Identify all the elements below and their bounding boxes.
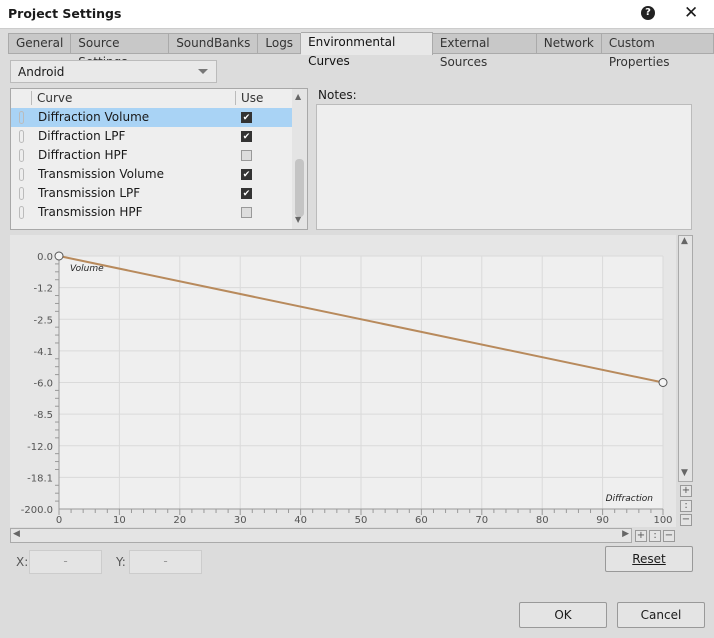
curve-name: Transmission Volume <box>38 167 164 181</box>
notes-textarea[interactable] <box>316 104 692 230</box>
zoom-fit-y-button[interactable]: : <box>680 500 692 512</box>
drag-handle-icon[interactable] <box>19 111 24 124</box>
x-tick-label: 0 <box>56 515 62 526</box>
x-tick-label: 90 <box>596 515 609 526</box>
tab-soundbanks[interactable]: SoundBanks <box>169 33 259 54</box>
use-checkbox[interactable]: ✔ <box>241 131 252 142</box>
drag-handle-icon[interactable] <box>19 187 24 200</box>
curve-name: Diffraction HPF <box>38 148 128 162</box>
x-label: X: <box>16 555 29 569</box>
platform-value: Android <box>18 65 65 79</box>
tab-custom-properties[interactable]: Custom Properties <box>601 33 714 69</box>
zoom-out-x-button[interactable]: − <box>663 530 675 542</box>
curve-name: Diffraction LPF <box>38 129 126 143</box>
zoom-out-y-button[interactable]: − <box>680 514 692 526</box>
y-tick-label: 0.0 <box>37 252 53 263</box>
curve-row[interactable]: Diffraction LPF ✔ <box>11 127 293 146</box>
x-tick-label: 20 <box>173 515 186 526</box>
y-tick-label: -200.0 <box>21 505 53 516</box>
zoom-in-x-button[interactable]: + <box>635 530 647 542</box>
x-tick-label: 70 <box>475 515 488 526</box>
zoom-in-y-button[interactable]: + <box>680 485 692 497</box>
curve-row[interactable]: Transmission LPF ✔ <box>11 184 293 203</box>
drag-handle-icon[interactable] <box>19 206 24 219</box>
drag-handle-icon[interactable] <box>19 168 24 181</box>
chart-horizontal-scrollbar[interactable]: ◀ ▶ <box>10 528 632 543</box>
y-field[interactable]: - <box>129 550 202 574</box>
curve-point[interactable] <box>658 378 668 387</box>
x-tick-label: 100 <box>653 515 672 526</box>
column-header-curve[interactable]: Curve <box>37 91 73 105</box>
list-scrollbar[interactable]: ▲ ▼ <box>292 89 307 229</box>
curve-name: Transmission LPF <box>38 186 141 200</box>
curve-name: Diffraction Volume <box>38 110 150 124</box>
curve-row[interactable]: Transmission HPF <box>11 203 293 222</box>
tab-network[interactable]: Network <box>536 33 602 54</box>
column-header-use[interactable]: Use <box>241 91 264 105</box>
x-tick-label: 10 <box>113 515 126 526</box>
use-checkbox[interactable] <box>241 207 252 218</box>
y-tick-label: -12.0 <box>27 442 53 453</box>
tab-source-settings[interactable]: Source Settings <box>71 33 170 69</box>
curve-point[interactable] <box>54 251 64 261</box>
use-checkbox[interactable]: ✔ <box>241 188 252 199</box>
y-axis-label: Volume <box>70 264 104 274</box>
ok-button[interactable]: OK <box>519 602 607 628</box>
drag-handle-icon[interactable] <box>19 149 24 162</box>
curve-row[interactable]: Transmission Volume ✔ <box>11 165 293 184</box>
x-tick-label: 40 <box>294 515 307 526</box>
y-label: Y: <box>116 555 126 569</box>
x-tick-label: 50 <box>355 515 368 526</box>
use-checkbox[interactable]: ✔ <box>241 112 252 123</box>
x-tick-label: 60 <box>415 515 428 526</box>
drag-handle-icon[interactable] <box>19 130 24 143</box>
use-checkbox[interactable] <box>241 150 252 161</box>
curve-row[interactable]: Diffraction HPF <box>11 146 293 165</box>
reset-label: Reset <box>632 552 666 566</box>
tab-external-sources[interactable]: External Sources <box>432 33 537 69</box>
zoom-fit-x-button[interactable]: : <box>649 530 661 542</box>
tab-general[interactable]: General <box>8 33 72 54</box>
curve-chart[interactable]: 0 10 20 30 40 50 60 70 80 90 100 0.0 -1.2 -2.5 -4.1 -6.… <box>10 235 676 527</box>
y-tick-label: -18.1 <box>27 473 53 484</box>
chart-vertical-scrollbar[interactable]: ▲ ▼ <box>678 235 693 482</box>
curve-row[interactable]: Diffraction Volume ✔ <box>11 108 293 127</box>
platform-dropdown[interactable]: Android <box>10 60 217 83</box>
chevron-down-icon <box>198 69 208 74</box>
y-tick-label: -6.0 <box>33 379 53 390</box>
y-tick-label: -1.2 <box>33 284 53 295</box>
close-icon[interactable]: ✕ <box>684 3 699 23</box>
window-title: Project Settings <box>8 6 122 21</box>
scroll-thumb[interactable] <box>295 159 304 217</box>
help-icon[interactable]: ? <box>641 6 655 20</box>
x-field[interactable]: - <box>29 550 102 574</box>
tab-environmental-curves[interactable]: Environmental Curves <box>301 32 433 68</box>
curve-name: Transmission HPF <box>38 205 143 219</box>
x-tick-label: 80 <box>536 515 549 526</box>
y-tick-label: -2.5 <box>33 315 53 326</box>
y-tick-label: -4.1 <box>33 347 53 358</box>
curve-line <box>58 255 664 384</box>
x-axis-label: Diffraction <box>606 494 654 504</box>
cancel-button[interactable]: Cancel <box>617 602 705 628</box>
tab-logs[interactable]: Logs <box>258 33 302 54</box>
y-tick-label: -8.5 <box>33 410 53 421</box>
reset-button[interactable]: Reset <box>605 546 693 572</box>
x-tick-label: 30 <box>234 515 247 526</box>
notes-label: Notes: <box>318 88 357 102</box>
curve-list: Curve Use Diffraction Volume ✔ Diffraction… <box>10 88 308 230</box>
use-checkbox[interactable]: ✔ <box>241 169 252 180</box>
title-bar <box>0 0 714 29</box>
